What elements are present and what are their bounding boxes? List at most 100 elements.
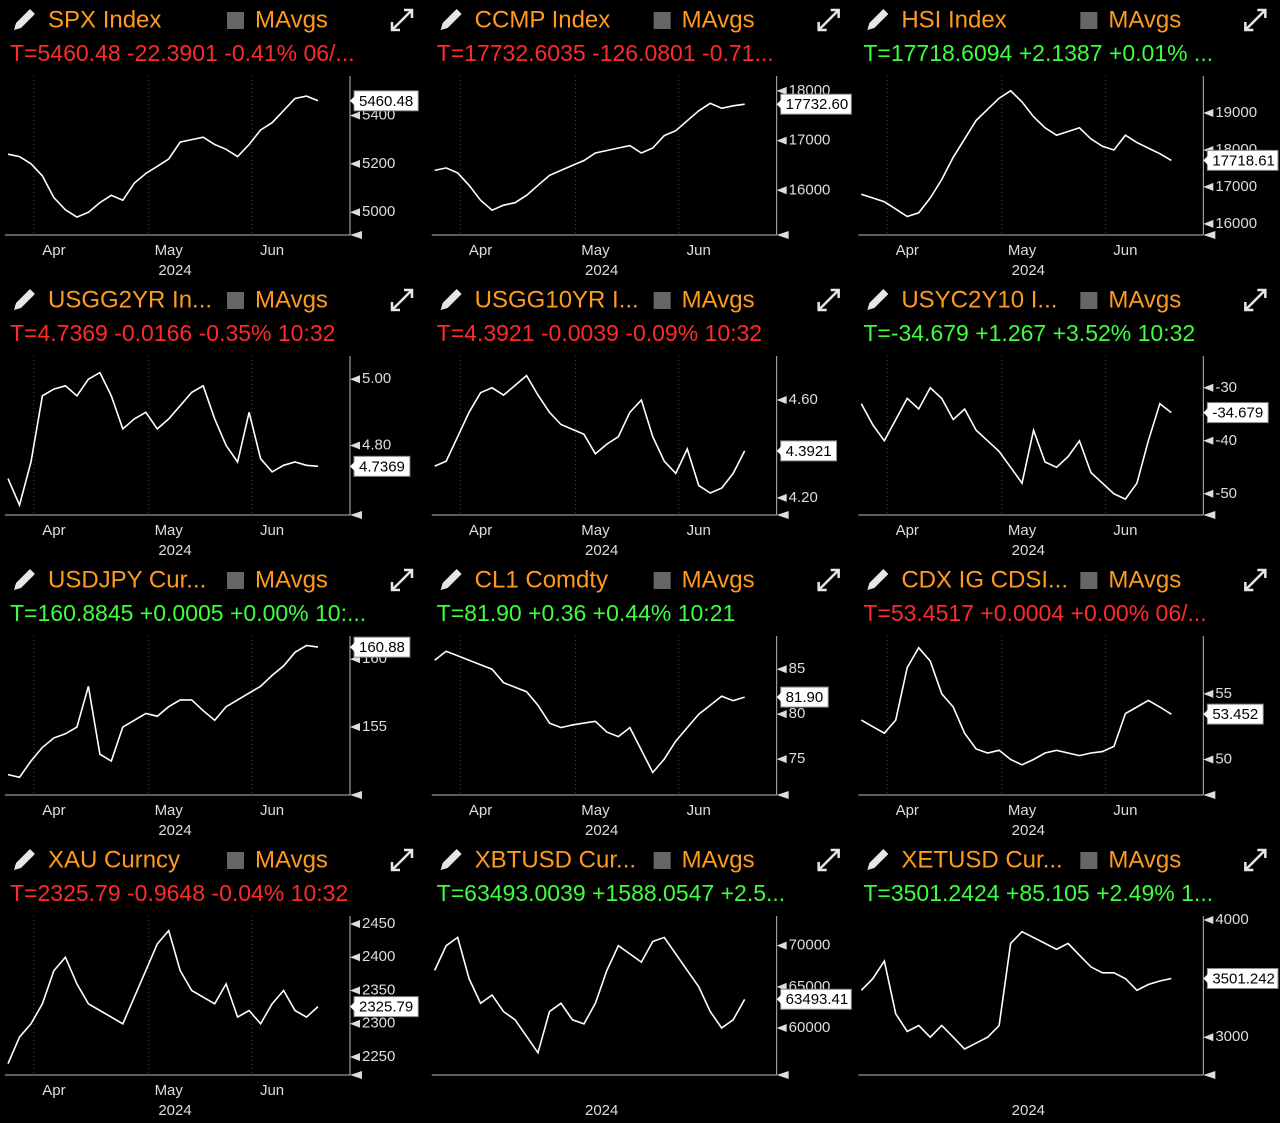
last-value-pointer [776, 692, 782, 703]
y-tick-label: 75 [789, 750, 806, 767]
toggle-checkbox[interactable] [227, 12, 244, 29]
edit-icon[interactable] [14, 849, 35, 870]
edit-icon[interactable] [14, 9, 35, 30]
panel-title[interactable]: USGG10YR I... [475, 286, 639, 313]
y-tick [350, 208, 360, 217]
expand-icon[interactable] [1244, 568, 1267, 592]
toggle-label[interactable]: MAvgs [255, 566, 328, 593]
toggle-label[interactable]: MAvgs [255, 6, 328, 33]
y-tick [350, 1053, 360, 1062]
toggle-label[interactable]: MAvgs [1108, 566, 1181, 593]
quote-line: T=5460.48 -22.3901 -0.41% 06/... [10, 40, 355, 66]
panel-title[interactable]: CL1 Comdty [475, 566, 608, 593]
edit-icon[interactable] [14, 289, 35, 310]
x-tick-label: Jun [1113, 242, 1137, 259]
expand-icon[interactable] [817, 568, 840, 592]
panel-title[interactable]: USYC2Y10 I... [901, 286, 1057, 313]
toggle-checkbox[interactable] [1080, 12, 1098, 29]
edit-icon[interactable] [867, 569, 889, 590]
y-tick-label: -40 [1215, 432, 1237, 449]
panel-title[interactable]: SPX Index [48, 6, 161, 33]
panel-title[interactable]: XETUSD Cur... [901, 846, 1062, 873]
edit-icon[interactable] [867, 289, 889, 310]
edit-icon[interactable] [440, 9, 462, 30]
x-tick-label: May [581, 242, 610, 259]
panel-title[interactable]: USGG2YR In... [48, 286, 212, 313]
x-tick-label: May [581, 522, 610, 539]
toggle-checkbox[interactable] [653, 12, 671, 29]
x-axis-year: 2024 [158, 822, 191, 839]
toggle-label[interactable]: MAvgs [1108, 6, 1181, 33]
expand-icon[interactable] [1244, 8, 1267, 32]
toggle-label[interactable]: MAvgs [1108, 286, 1181, 313]
last-value-pointer [1203, 407, 1209, 418]
y-tick-label: 17000 [789, 132, 831, 149]
last-value-pointer [776, 99, 782, 110]
y-tick-label: 50 [1215, 750, 1232, 767]
toggle-checkbox[interactable] [653, 852, 671, 869]
toggle-label[interactable]: MAvgs [255, 286, 328, 313]
toggle-checkbox[interactable] [227, 292, 244, 309]
panel-title[interactable]: CCMP Index [475, 6, 611, 33]
x-axis-year: 2024 [585, 262, 618, 279]
last-value-label: 63493.41 [786, 991, 849, 1008]
edit-icon[interactable] [14, 569, 35, 590]
x-tick-label: Apr [42, 802, 65, 819]
y-tick [776, 665, 787, 674]
y-tick [776, 86, 787, 95]
toggle-checkbox[interactable] [227, 572, 244, 589]
toggle-checkbox[interactable] [1080, 852, 1098, 869]
quote-line: T=-34.679 +1.267 +3.52% 10:32 [863, 320, 1195, 346]
y-tick-label: 60000 [789, 1019, 831, 1036]
edit-icon[interactable] [440, 569, 462, 590]
last-value-pointer [350, 1001, 355, 1012]
toggle-label[interactable]: MAvgs [682, 286, 755, 313]
price-line [434, 102, 745, 212]
toggle-label[interactable]: MAvgs [682, 566, 755, 593]
expand-icon[interactable] [817, 288, 840, 312]
expand-icon[interactable] [817, 848, 840, 872]
toggle-label[interactable]: MAvgs [682, 6, 755, 33]
panel-title[interactable]: XBTUSD Cur... [475, 846, 636, 873]
chart-panel: USGG10YR I... MAvgs T=4.3921 -0.0039 -0.09… [431, 286, 840, 559]
expand-icon[interactable] [1244, 848, 1267, 872]
panel-title[interactable]: USDJPY Cur... [48, 566, 206, 593]
x-axis-year: 2024 [585, 822, 618, 839]
toggle-checkbox[interactable] [227, 852, 244, 869]
x-axis-year: 2024 [158, 262, 191, 279]
edit-icon[interactable] [867, 9, 889, 30]
x-tick-label: May [155, 522, 184, 539]
expand-icon[interactable] [390, 288, 414, 312]
axis-arrow [776, 791, 789, 799]
panel-title[interactable]: HSI Index [901, 6, 1006, 33]
expand-icon[interactable] [817, 8, 840, 32]
y-tick-label: 2400 [362, 948, 395, 965]
y-tick [776, 186, 787, 195]
toggle-checkbox[interactable] [653, 572, 671, 589]
last-value-pointer [1203, 709, 1209, 720]
expand-icon[interactable] [390, 568, 414, 592]
toggle-checkbox[interactable] [653, 292, 671, 309]
y-tick [776, 396, 787, 405]
panel-title[interactable]: XAU Curncy [48, 846, 180, 873]
panel-title[interactable]: CDX IG CDSI... [901, 566, 1068, 593]
x-tick-label: May [155, 802, 184, 819]
toggle-checkbox[interactable] [1080, 292, 1098, 309]
expand-icon[interactable] [390, 8, 414, 32]
quote-line: T=3501.2424 +85.105 +2.49% 1... [863, 880, 1213, 906]
y-tick-label: 4000 [1215, 911, 1248, 928]
toggle-label[interactable]: MAvgs [682, 846, 755, 873]
expand-icon[interactable] [390, 848, 414, 872]
toggle-checkbox[interactable] [1080, 572, 1098, 589]
x-tick-label: May [1008, 522, 1037, 539]
chart-panel: USGG2YR In... MAvgs T=4.7369 -0.0166 -0.35… [5, 286, 414, 559]
last-value-label: 4.3921 [786, 443, 832, 460]
expand-icon[interactable] [1244, 288, 1267, 312]
edit-icon[interactable] [440, 849, 462, 870]
edit-icon[interactable] [867, 849, 889, 870]
toggle-label[interactable]: MAvgs [1108, 846, 1181, 873]
toggle-label[interactable]: MAvgs [255, 846, 328, 873]
x-tick-label: Apr [469, 802, 492, 819]
edit-icon[interactable] [440, 289, 462, 310]
y-tick [776, 755, 787, 764]
